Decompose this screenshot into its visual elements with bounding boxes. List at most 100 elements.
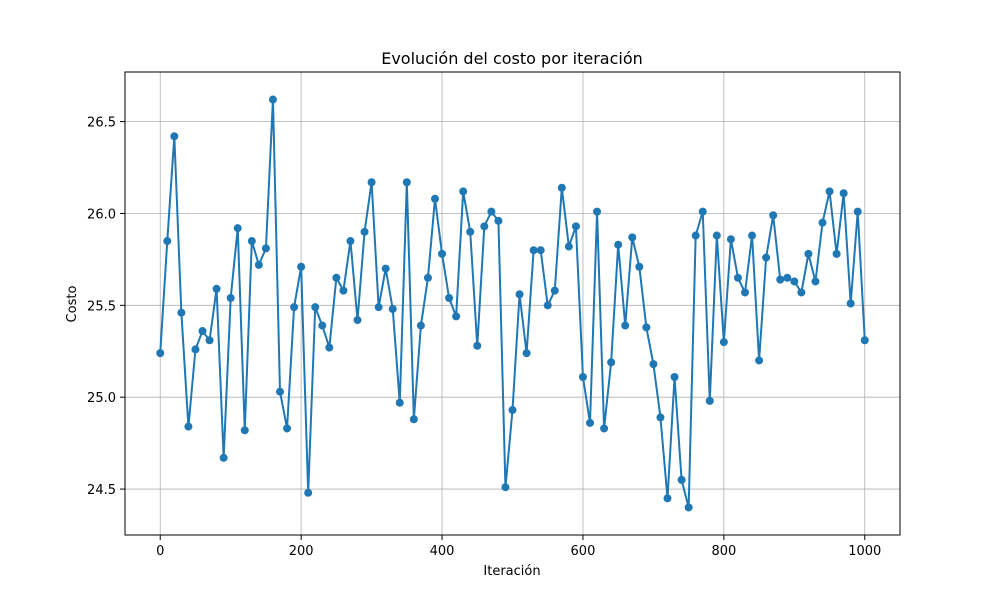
data-point bbox=[332, 273, 341, 282]
data-point bbox=[748, 231, 757, 240]
data-point bbox=[522, 349, 531, 358]
data-point bbox=[261, 244, 270, 253]
data-point bbox=[804, 249, 813, 258]
data-point bbox=[614, 240, 623, 249]
data-point bbox=[825, 187, 834, 196]
data-point bbox=[409, 415, 418, 424]
data-point bbox=[621, 321, 630, 330]
y-tick-label: 26.0 bbox=[87, 207, 116, 222]
data-series bbox=[156, 95, 869, 512]
data-point bbox=[325, 343, 334, 352]
data-point bbox=[571, 222, 580, 231]
chart-title: Evolución del costo por iteración bbox=[381, 49, 643, 68]
plot-frame bbox=[124, 71, 901, 536]
data-point bbox=[416, 321, 425, 330]
data-point bbox=[677, 475, 686, 484]
data-point bbox=[501, 483, 510, 492]
x-tick-label: 200 bbox=[289, 544, 314, 559]
data-point bbox=[226, 293, 235, 302]
data-point bbox=[578, 372, 587, 381]
y-tick-label: 25.0 bbox=[87, 391, 116, 406]
data-point bbox=[240, 426, 249, 435]
data-point bbox=[346, 237, 355, 246]
data-point bbox=[762, 253, 771, 262]
data-point bbox=[459, 187, 468, 196]
data-point bbox=[318, 321, 327, 330]
data-point bbox=[395, 398, 404, 407]
data-point bbox=[431, 194, 439, 203]
data-point bbox=[170, 132, 179, 141]
data-point bbox=[698, 207, 707, 216]
data-point bbox=[480, 222, 489, 231]
data-point bbox=[733, 273, 742, 282]
data-point bbox=[719, 338, 728, 347]
data-point bbox=[374, 303, 383, 312]
data-point bbox=[656, 413, 665, 422]
data-point bbox=[783, 273, 792, 282]
data-point bbox=[684, 503, 693, 512]
data-point bbox=[247, 237, 256, 246]
data-point bbox=[797, 288, 806, 297]
data-point bbox=[473, 341, 482, 350]
data-point bbox=[536, 246, 545, 255]
data-point bbox=[790, 277, 799, 286]
data-point bbox=[339, 286, 348, 295]
data-point bbox=[635, 262, 644, 271]
data-point bbox=[564, 242, 573, 251]
y-axis-label: Costo bbox=[65, 286, 80, 323]
data-point bbox=[163, 237, 172, 246]
data-point bbox=[712, 231, 721, 240]
data-point bbox=[283, 424, 292, 433]
x-tick-label: 600 bbox=[571, 544, 596, 559]
data-point bbox=[233, 224, 242, 233]
data-point bbox=[276, 387, 284, 396]
x-tick-label: 400 bbox=[430, 544, 455, 559]
data-point bbox=[628, 233, 637, 242]
data-point bbox=[360, 227, 369, 236]
data-point bbox=[600, 424, 609, 433]
data-point bbox=[607, 358, 616, 367]
data-point bbox=[663, 494, 672, 503]
data-point bbox=[818, 218, 827, 227]
x-tick-label: 800 bbox=[711, 544, 736, 559]
data-point bbox=[515, 290, 524, 299]
data-point bbox=[156, 349, 165, 358]
data-point bbox=[438, 249, 447, 258]
data-point bbox=[290, 303, 299, 312]
data-point bbox=[642, 323, 651, 332]
data-point bbox=[811, 277, 820, 286]
y-tick-label: 24.5 bbox=[87, 483, 116, 498]
x-tick-label: 1000 bbox=[848, 544, 881, 559]
data-point bbox=[846, 299, 855, 308]
data-point bbox=[402, 178, 411, 187]
data-point bbox=[353, 316, 362, 325]
data-point bbox=[726, 235, 735, 244]
data-point bbox=[839, 189, 848, 198]
data-point bbox=[184, 422, 193, 431]
y-tick-label: 26.5 bbox=[87, 116, 116, 131]
data-point bbox=[212, 284, 221, 293]
x-axis-label: Iteración bbox=[483, 564, 540, 579]
data-point bbox=[466, 227, 475, 236]
y-tick-label: 25.5 bbox=[87, 299, 116, 314]
x-tick-label: 0 bbox=[156, 544, 164, 559]
data-point bbox=[769, 211, 778, 220]
y-axis-ticks: 24.5 25.0 25.5 26.0 26.5 bbox=[87, 116, 125, 498]
data-point bbox=[586, 418, 594, 427]
data-point bbox=[423, 273, 432, 282]
data-point bbox=[494, 216, 503, 225]
data-point bbox=[304, 488, 313, 497]
data-point bbox=[254, 260, 263, 269]
data-point bbox=[649, 360, 658, 369]
data-point bbox=[191, 345, 200, 354]
data-point bbox=[543, 301, 552, 310]
data-point bbox=[741, 288, 749, 297]
data-point bbox=[776, 275, 785, 284]
data-point bbox=[593, 207, 602, 216]
data-point bbox=[853, 207, 862, 216]
data-point bbox=[550, 286, 559, 295]
data-point bbox=[367, 178, 376, 187]
data-point bbox=[755, 356, 764, 365]
data-point bbox=[268, 95, 277, 104]
